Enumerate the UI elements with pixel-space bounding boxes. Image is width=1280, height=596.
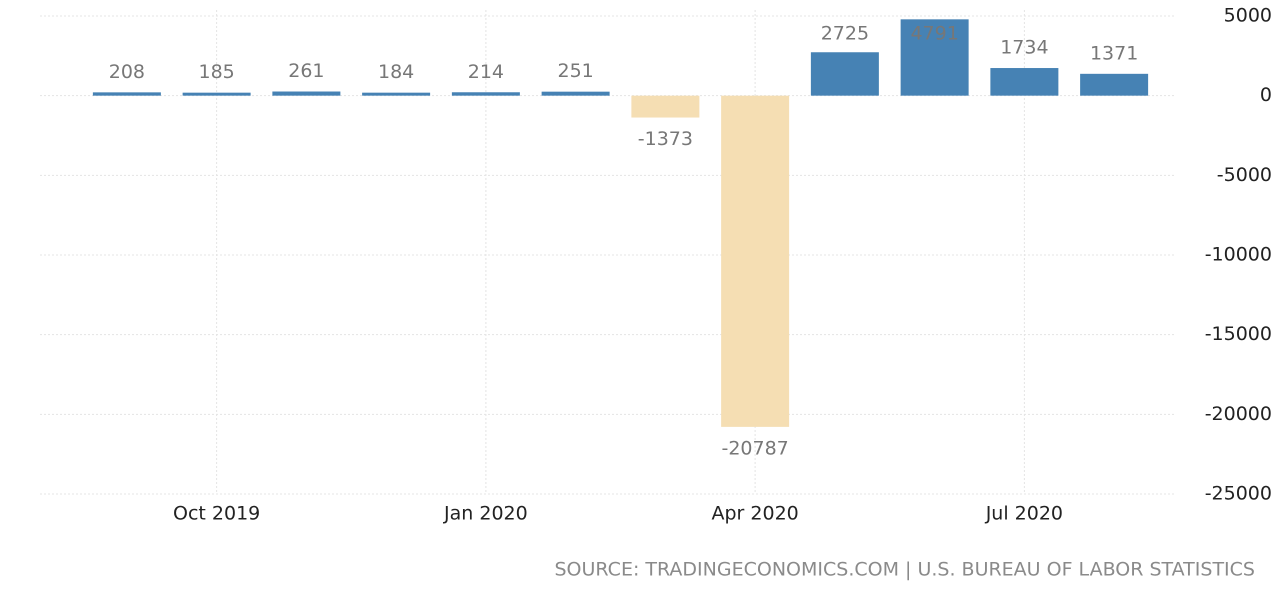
value-label: 261 — [288, 60, 324, 82]
bar — [182, 92, 251, 96]
x-tick-label: Oct 2019 — [173, 503, 260, 525]
bar — [721, 95, 790, 427]
bar — [451, 92, 520, 96]
y-tick-label: -10000 — [1205, 244, 1272, 266]
y-tick-label: -15000 — [1205, 323, 1272, 345]
bar — [541, 91, 610, 96]
value-label: 1734 — [1000, 37, 1048, 59]
source: SOURCE: TRADINGECONOMICS.COM | U.S. BURE… — [555, 559, 1256, 581]
value-label: -1373 — [638, 128, 693, 150]
x-tick-label: Jul 2020 — [985, 503, 1063, 525]
y-tick-label: 5000 — [1224, 5, 1272, 27]
value-label: 1371 — [1090, 42, 1138, 64]
bar — [631, 95, 700, 118]
y-tick-label: -5000 — [1217, 164, 1272, 186]
bar — [272, 91, 341, 96]
value-label: 4791 — [910, 23, 958, 45]
value-label: 185 — [198, 61, 234, 83]
bar — [92, 92, 161, 96]
y-tick-label: 0 — [1260, 84, 1272, 106]
bar — [900, 19, 969, 96]
value-label: 184 — [378, 61, 414, 83]
bar — [1080, 73, 1149, 96]
bar — [990, 68, 1059, 96]
value-label: 251 — [557, 60, 593, 82]
bar — [362, 92, 431, 96]
value-label: 208 — [109, 61, 145, 83]
value-label: 2725 — [821, 23, 869, 45]
value-label: 214 — [468, 61, 504, 83]
y-tick-label: -25000 — [1205, 483, 1272, 505]
bar — [810, 52, 879, 96]
y-tick-label: -20000 — [1205, 403, 1272, 425]
value-label: -20787 — [721, 437, 788, 459]
x-tick-label: Jan 2020 — [443, 503, 528, 525]
x-tick-label: Apr 2020 — [711, 503, 798, 525]
